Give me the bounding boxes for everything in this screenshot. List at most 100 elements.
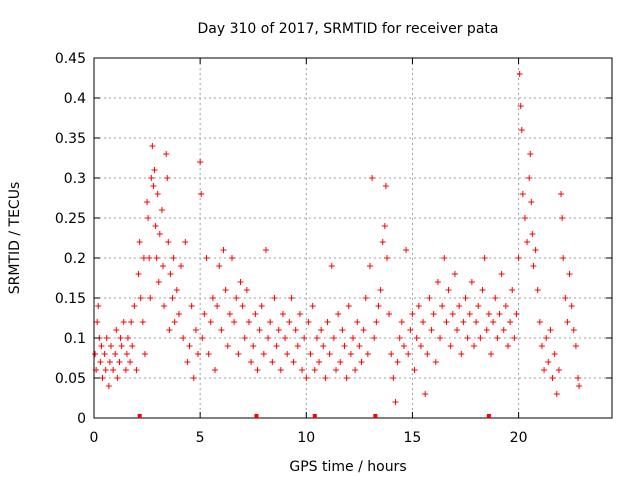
- data-point: [94, 319, 101, 325]
- data-point: [339, 327, 346, 333]
- data-point: [383, 255, 390, 261]
- data-point: [118, 343, 125, 349]
- data-point: [518, 127, 525, 133]
- data-point: [316, 359, 323, 365]
- data-point: [447, 343, 454, 349]
- data-point: [106, 359, 113, 365]
- data-point: [415, 303, 422, 309]
- data-point: [422, 391, 429, 397]
- data-point: [477, 335, 484, 341]
- data-point: [159, 263, 166, 269]
- data-point: [386, 311, 393, 317]
- data-point: [515, 255, 522, 261]
- data-point: [528, 199, 535, 205]
- data-point: [322, 375, 329, 381]
- data-point: [394, 359, 401, 365]
- data-point: [475, 303, 482, 309]
- data-point: [124, 335, 131, 341]
- data-point: [305, 319, 312, 325]
- data-point: [201, 311, 208, 317]
- data-point: [292, 327, 299, 333]
- axis-ticks: 0 0.05 0.1 0.15 0.2 0.25 0.3 0.35 0.4 0.45 0 5 10 15 2…: [55, 51, 612, 446]
- data-point: [354, 319, 361, 325]
- data-point: [166, 327, 173, 333]
- x-axis-marker: [254, 414, 259, 418]
- data-point: [471, 343, 478, 349]
- data-point: [570, 327, 577, 333]
- data-point: [405, 351, 412, 357]
- data-point: [290, 359, 297, 365]
- data-point: [120, 319, 127, 325]
- data-point: [252, 311, 259, 317]
- data-point: [451, 271, 458, 277]
- data-point: [237, 279, 244, 285]
- data-point: [243, 287, 250, 293]
- data-point: [98, 343, 105, 349]
- data-point: [164, 175, 171, 181]
- data-point: [151, 167, 158, 173]
- data-point: [271, 295, 278, 301]
- data-point: [441, 255, 448, 261]
- data-point: [494, 335, 501, 341]
- x-axis-marker: [373, 414, 378, 418]
- data-point: [155, 279, 162, 285]
- data-point: [352, 367, 359, 373]
- data-point: [513, 311, 520, 317]
- data-point: [275, 327, 282, 333]
- data-point: [566, 271, 573, 277]
- data-point: [220, 247, 227, 253]
- data-point: [358, 359, 365, 365]
- data-point: [231, 319, 238, 325]
- data-point: [529, 231, 536, 237]
- x-tick-label: 0: [90, 430, 99, 446]
- data-point: [473, 319, 480, 325]
- data-point: [324, 319, 331, 325]
- data-point: [541, 367, 548, 373]
- data-point: [335, 311, 342, 317]
- data-point: [524, 239, 531, 245]
- data-point: [485, 311, 492, 317]
- data-point: [197, 159, 204, 165]
- data-point: [136, 239, 143, 245]
- data-point: [235, 351, 242, 357]
- data-point: [536, 319, 543, 325]
- data-point: [341, 343, 348, 349]
- data-point: [371, 335, 378, 341]
- data-point: [117, 335, 124, 341]
- data-point: [303, 375, 310, 381]
- data-point: [504, 343, 511, 349]
- data-point: [481, 255, 488, 261]
- plot-frame: [93, 57, 613, 419]
- data-point: [318, 327, 325, 333]
- data-point: [131, 303, 138, 309]
- data-point: [369, 175, 376, 181]
- data-point: [330, 335, 337, 341]
- data-point: [258, 303, 265, 309]
- x-axis-marker: [137, 414, 142, 418]
- data-point: [307, 351, 314, 357]
- data-point: [464, 335, 471, 341]
- data-point: [233, 295, 240, 301]
- data-point: [443, 319, 450, 325]
- data-point: [562, 295, 569, 301]
- data-point: [101, 351, 108, 357]
- data-point: [267, 319, 274, 325]
- data-point: [144, 199, 151, 205]
- data-point: [551, 351, 558, 357]
- data-point: [254, 367, 261, 373]
- data-point: [170, 255, 177, 261]
- data-point: [333, 367, 340, 373]
- x-tick-label: 15: [404, 430, 422, 446]
- data-points: [92, 71, 583, 405]
- data-point: [282, 335, 289, 341]
- data-point: [545, 359, 552, 365]
- data-point: [309, 303, 316, 309]
- y-axis-label: SRMTID / TECUs: [7, 182, 23, 295]
- data-point: [145, 215, 152, 221]
- data-point: [133, 367, 140, 373]
- data-point: [209, 295, 216, 301]
- data-point: [555, 367, 562, 373]
- data-point: [141, 351, 148, 357]
- data-point: [154, 191, 161, 197]
